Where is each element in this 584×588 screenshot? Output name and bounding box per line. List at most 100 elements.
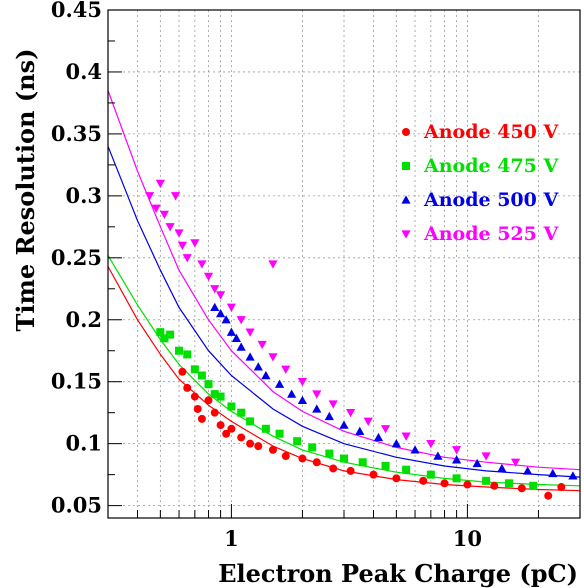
data-point: [452, 474, 461, 483]
data-point: [197, 260, 207, 269]
data-point: [210, 390, 219, 399]
data-point: [463, 480, 472, 489]
data-point: [236, 342, 246, 351]
data-point: [497, 463, 507, 473]
y-tick-label: 0.35: [51, 121, 102, 146]
y-tick-label: 0.05: [51, 493, 102, 518]
data-point: [391, 439, 401, 448]
data-point: [245, 352, 255, 361]
data-point: [155, 179, 165, 189]
axis-ticks: [107, 9, 581, 518]
y-tick-label: 0.2: [65, 307, 102, 332]
data-point: [297, 378, 308, 387]
data-point: [392, 474, 401, 483]
data-point: [268, 353, 278, 362]
data-point: [433, 451, 443, 460]
data-point: [178, 367, 187, 376]
data-point: [452, 446, 462, 455]
y-tick-label: 0.25: [51, 245, 102, 270]
data-point: [236, 316, 246, 325]
data-point: [517, 484, 526, 493]
data-point: [261, 424, 270, 433]
legend: Anode 450 V Anode 475 V Anode 500 V Anode 5…: [401, 121, 559, 245]
data-point: [245, 328, 255, 337]
data-point: [380, 425, 391, 434]
data-point: [268, 445, 277, 454]
data-point: [523, 466, 533, 475]
data-point: [246, 439, 255, 448]
data-point: [312, 390, 322, 399]
fit-curve: [107, 254, 581, 487]
legend-marker: [402, 128, 410, 136]
data-point: [287, 389, 297, 398]
data-point: [226, 327, 236, 336]
data-point: [440, 479, 449, 488]
x-tick-label: 10: [453, 526, 482, 551]
data-point: [227, 402, 236, 411]
data-point: [197, 371, 206, 380]
data-point: [510, 458, 521, 467]
data-point: [363, 417, 373, 426]
data-point: [490, 481, 499, 490]
fit-curve: [107, 146, 581, 478]
data-point: [358, 458, 367, 467]
data-point: [373, 432, 384, 442]
data-point: [175, 346, 184, 355]
data-point: [216, 291, 226, 300]
data-point: [237, 433, 246, 442]
data-point: [298, 454, 307, 463]
data-point: [227, 424, 236, 433]
data-point: [324, 411, 334, 421]
fit-curve: [107, 90, 581, 471]
data-point: [328, 400, 338, 409]
data-point: [452, 455, 462, 464]
data-point: [481, 452, 491, 461]
data-point: [216, 392, 225, 401]
legend-marker: [402, 162, 410, 170]
data-point: [529, 481, 538, 490]
data-point: [231, 333, 242, 343]
y-tick-label: 0.3: [65, 183, 102, 208]
legend-label: Anode 500 V: [423, 189, 559, 211]
data-point: [159, 210, 169, 220]
data-point: [410, 445, 420, 454]
data-point: [190, 365, 199, 374]
data-point: [210, 302, 220, 312]
data-point: [544, 491, 553, 500]
data-point: [210, 285, 220, 294]
data-point: [346, 409, 356, 418]
data-points: [144, 179, 578, 500]
data-point: [402, 465, 411, 474]
data-point: [426, 439, 436, 449]
data-point: [293, 437, 302, 446]
data-point: [426, 470, 435, 479]
data-point: [222, 429, 231, 438]
data-point: [568, 471, 578, 480]
data-point: [308, 443, 317, 452]
data-point: [419, 476, 428, 485]
data-point: [401, 432, 411, 441]
data-point: [312, 404, 322, 413]
data-point: [190, 239, 200, 248]
data-point: [197, 414, 206, 423]
y-tick-label: 0.15: [51, 369, 102, 394]
data-point: [182, 254, 192, 263]
y-tick-labels: 0.05 0.1 0.15 0.2 0.25 0.3 0.35 0.4 0.45: [51, 0, 102, 518]
legend-label: Anode 475 V: [423, 155, 559, 177]
data-point: [160, 334, 169, 343]
data-point: [170, 192, 181, 201]
data-point: [210, 408, 219, 417]
data-point: [177, 241, 188, 251]
data-point: [237, 408, 246, 417]
data-point: [165, 223, 175, 232]
legend-marker: [401, 230, 411, 239]
data-point: [144, 192, 155, 201]
data-point: [204, 380, 213, 389]
data-point: [346, 466, 355, 475]
data-point: [257, 340, 267, 350]
data-point: [151, 204, 161, 213]
data-point: [268, 260, 278, 269]
data-point: [203, 272, 214, 281]
fit-curve: [107, 266, 581, 492]
y-tick-label: 0.1: [65, 431, 102, 456]
